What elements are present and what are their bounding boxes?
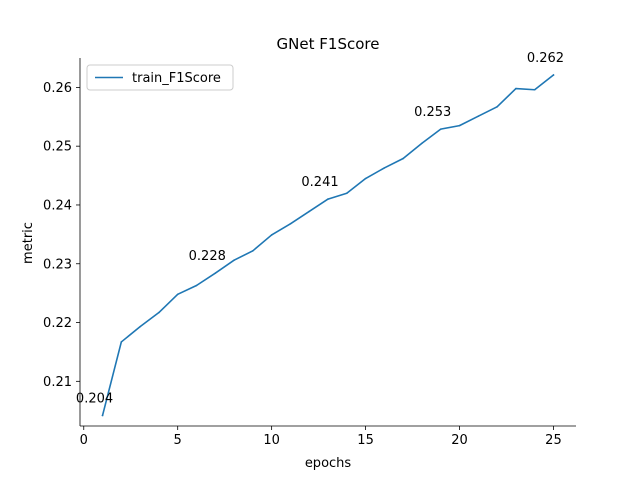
data-point: [402, 157, 404, 160]
legend-label: train_F1Score: [132, 71, 221, 86]
data-label: 0.228: [189, 249, 226, 264]
data-label: 0.253: [414, 105, 451, 120]
x-tick-label: 20: [451, 433, 468, 448]
chart-title: GNet F1Score: [277, 35, 380, 53]
data-point: [233, 259, 235, 262]
data-point: [345, 192, 348, 195]
y-tick-label: 0.21: [43, 375, 72, 390]
data-point: [496, 105, 498, 108]
y-tick-label: 0.25: [43, 140, 72, 155]
data-point: [515, 87, 517, 90]
data-point: [195, 284, 198, 287]
x-tick-label: 10: [263, 433, 280, 448]
data-point: [289, 222, 292, 225]
legend-box: [86, 64, 234, 91]
data-label: 0.241: [301, 175, 338, 190]
data-point: [252, 250, 254, 252]
data-point: [327, 198, 329, 200]
x-tick-label: 0: [80, 433, 88, 448]
data-point: [308, 210, 311, 213]
y-tick-label: 0.26: [43, 81, 72, 96]
data-point: [552, 74, 555, 76]
y-tick-label: 0.22: [43, 316, 72, 331]
data-point: [120, 341, 123, 343]
data-point: [383, 167, 386, 169]
data-point: [270, 234, 273, 236]
data-point: [176, 293, 179, 296]
data-point: [139, 325, 141, 328]
data-point: [439, 128, 442, 130]
x-axis-label: epochs: [305, 456, 352, 471]
y-tick-label: 0.24: [43, 198, 72, 213]
y-tick-label: 0.23: [43, 257, 72, 272]
data-point: [421, 142, 423, 145]
x-tick-label: 5: [174, 433, 182, 448]
x-tick-label: 15: [357, 433, 374, 448]
data-point: [101, 414, 104, 417]
data-point: [458, 124, 461, 127]
data-label: 0.262: [527, 51, 564, 66]
x-tick-label: 25: [545, 433, 562, 448]
data-point: [364, 177, 367, 180]
data-point: [533, 88, 536, 91]
data-point: [214, 272, 217, 274]
plot-area: 0 5 10 15 20 25 0.21 0.22 0.23 0.24 0.25 0.26 0.204 0…: [43, 51, 576, 448]
data-point: [158, 311, 160, 314]
data-label: 0.204: [76, 391, 113, 406]
data-point: [477, 115, 480, 117]
series-line: [101, 73, 555, 417]
y-axis-label: metric: [21, 222, 36, 264]
